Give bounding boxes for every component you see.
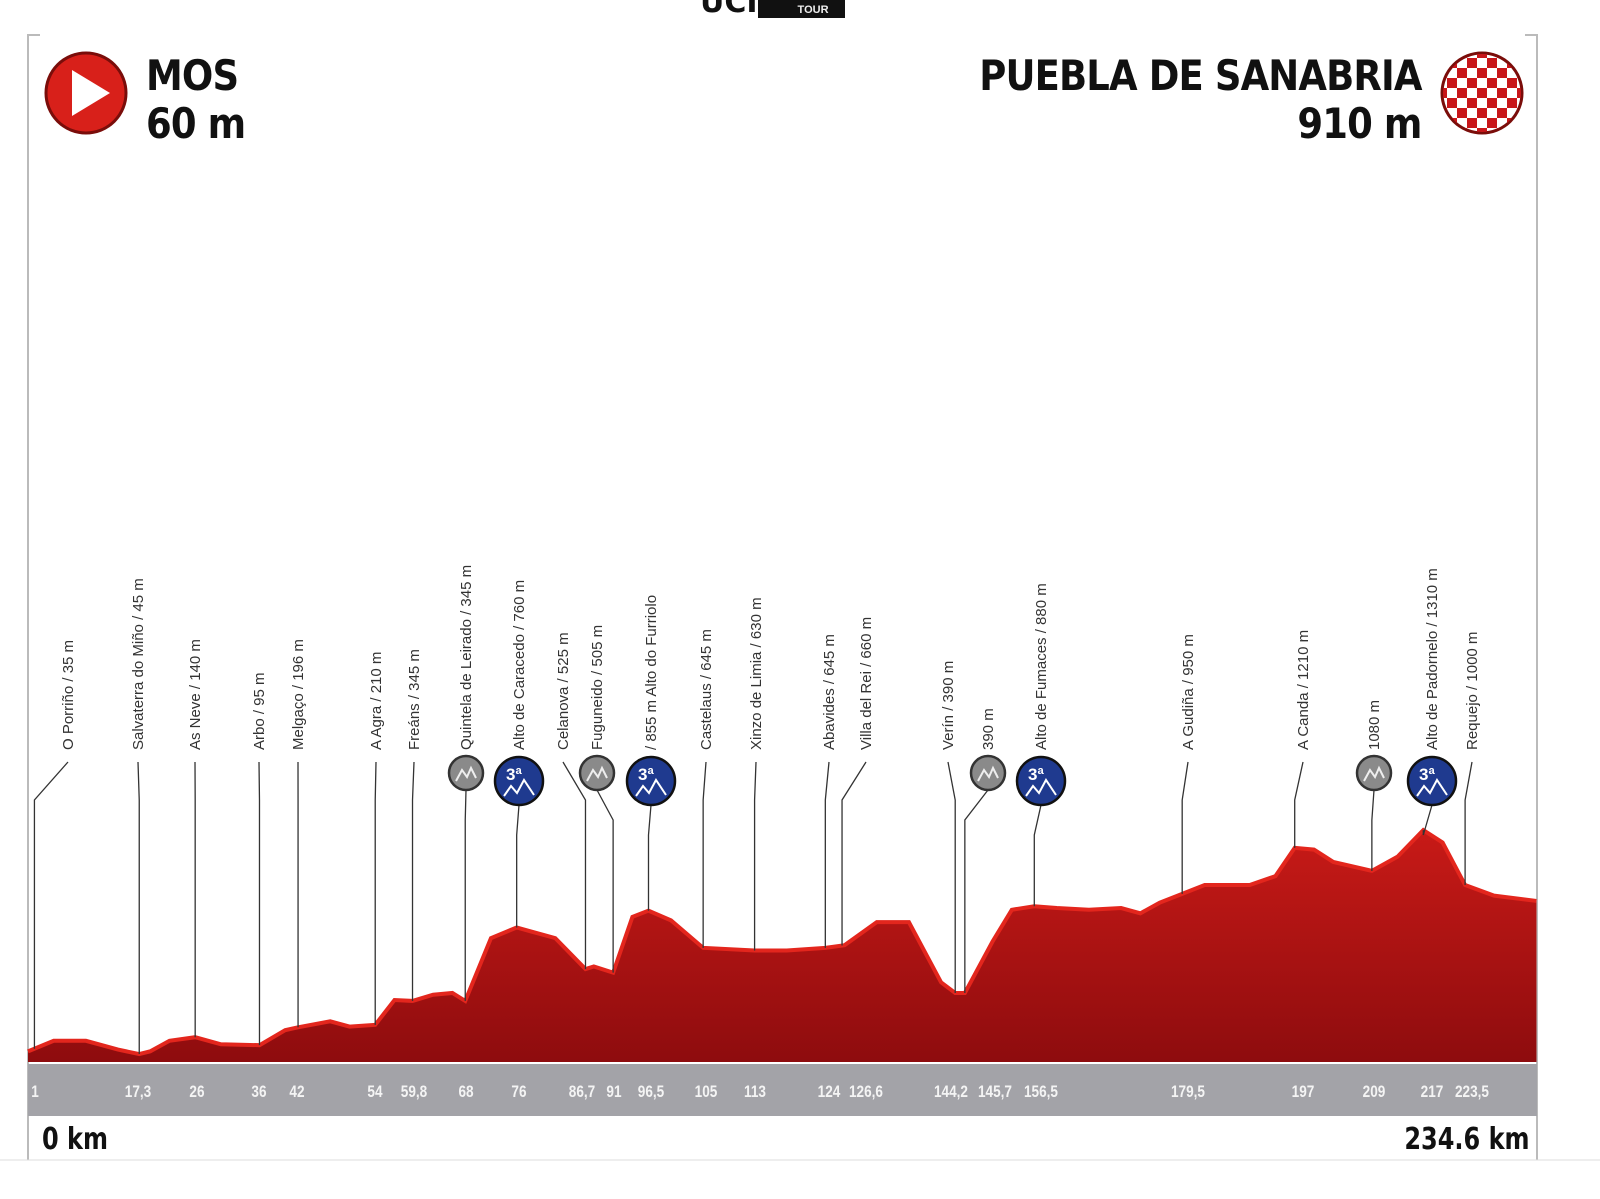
waypoint-line [374,761,377,1025]
distance-end: 234.6 km [1404,1122,1530,1157]
km-tick-label: 179,5 [1171,1083,1205,1102]
waypoint-line [562,761,587,970]
start-info: MOS 60 m [146,51,246,148]
uci-tour-logo: UCI TOUR [700,0,845,18]
finish-elevation: 910 m [1297,99,1423,148]
frame [0,34,1600,1161]
waypoint-label: 390 m [980,708,997,750]
waypoint-label: Arbo / 95 m [251,672,268,750]
km-tick-label: 68 [458,1083,474,1102]
waypoint-label: 1080 m [1366,700,1383,750]
waypoint-label: Requejo / 1000 m [1464,632,1481,750]
km-tick-label: 209 [1363,1083,1386,1102]
km-tick-label: 223,5 [1455,1083,1489,1102]
distance-band [28,1064,1537,1116]
mountain-3rd-category-icon: 3ª [625,755,677,807]
km-tick-label: 36 [251,1083,266,1102]
waypoint-label: Castelaus / 645 m [698,629,715,750]
waypoint-line [516,804,520,928]
intermediate-point-icon [969,754,1007,792]
waypoint-label: A Gudiña / 950 m [1180,634,1197,750]
km-tick-label: 126,6 [849,1083,883,1102]
km-tick-label: 197 [1292,1083,1315,1102]
km-tick-label: 96,5 [638,1083,665,1102]
waypoint-label: Alto de Padornelo / 1310 m [1424,568,1441,750]
waypoint-line [824,761,830,948]
waypoint-label: Verín / 390 m [940,661,957,750]
finish-name: PUEBLA DE SANABRIA [979,51,1423,100]
km-tick-label: 1 [31,1083,39,1102]
intermediate-point-icon [1355,754,1393,792]
intermediate-point-icon [447,754,485,792]
waypoint-label: Quintela de Leirado / 345 m [458,565,475,750]
waypoint-label: Freáns / 345 m [406,649,423,750]
km-tick-label: 86,7 [569,1083,595,1102]
waypoint-line [947,761,956,993]
waypoint-label: Abavides / 645 m [821,634,838,750]
waypoint-label: Alto de Fumaces / 880 m [1033,583,1050,750]
elevation-profile-line [27,827,1537,1057]
category-label: 3ª [1419,765,1435,784]
distance-start: 0 km [42,1122,109,1157]
waypoint-line [464,789,467,1001]
waypoint-line [137,761,140,1055]
km-tick-label: 59,8 [401,1083,428,1102]
waypoint-label: Celanova / 525 m [555,632,572,750]
category-label: 3ª [638,765,654,784]
finish-info: PUEBLA DE SANABRIA 910 m [979,51,1423,148]
logo-tour: TOUR [757,0,845,18]
waypoint-line [964,789,989,993]
waypoint-line [702,761,707,948]
km-tick-label: 145,7 [978,1083,1012,1102]
waypoint-label: Villa del Rei / 660 m [858,617,875,750]
category-label: 3ª [506,765,522,784]
waypoint-line [647,804,652,911]
logo-text: UCI [700,0,758,20]
km-tick-label: 144,2 [934,1083,968,1102]
waypoint-line [596,789,614,973]
waypoint-label: Salvaterra do Miño / 45 m [130,578,147,750]
mountain-3rd-category-icon: 3ª [493,755,545,807]
waypoint-label: Xinzo de Limia / 630 m [748,597,765,750]
mountain-3rd-category-icon: 3ª [1015,755,1067,807]
waypoint-line [411,761,415,1001]
waypoint-label: A Agra / 210 m [368,652,385,750]
start-name: MOS [146,51,239,100]
waypoint-label: O Porriño / 35 m [60,640,77,750]
waypoint-line [1464,761,1473,885]
km-tick-label: 54 [367,1083,383,1102]
waypoint-label: Alto de Caracedo / 760 m [511,580,528,750]
waypoint-label: / 855 m Alto do Furriolo [643,595,660,750]
km-tick-label: 124 [818,1083,841,1102]
km-tick-label: 42 [289,1083,304,1102]
category-label: 3ª [1028,765,1044,784]
km-tick-label: 113 [744,1083,766,1102]
km-tick-label: 26 [189,1083,204,1102]
km-tick-label: 156,5 [1024,1083,1058,1102]
checkered-flag-icon [1440,51,1524,135]
elevation-profile-area [28,830,1537,1062]
km-tick-label: 76 [511,1083,526,1102]
waypoint-line [1371,789,1375,871]
waypoint-label: Melgaço / 196 m [290,639,307,750]
km-tick-label: 17,3 [125,1083,151,1102]
km-tick-label: 91 [606,1083,622,1102]
waypoint-line [1294,761,1304,848]
mountain-3rd-category-icon: 3ª [1406,755,1458,807]
waypoint-label: A Canda / 1210 m [1295,630,1312,750]
km-tick-label: 217 [1421,1083,1444,1102]
start-elevation: 60 m [146,99,246,148]
waypoint-line [1181,761,1189,894]
play-icon [44,51,128,135]
intermediate-point-icon [578,754,616,792]
km-tick-label: 105 [695,1083,718,1102]
waypoint-line [1033,804,1042,907]
waypoint-line [33,761,69,1049]
waypoint-line [841,761,867,946]
waypoint-line [1422,804,1433,836]
waypoint-label: As Neve / 140 m [187,639,204,750]
waypoint-label: Fuguneido / 505 m [589,625,606,750]
waypoint-line [753,761,757,951]
